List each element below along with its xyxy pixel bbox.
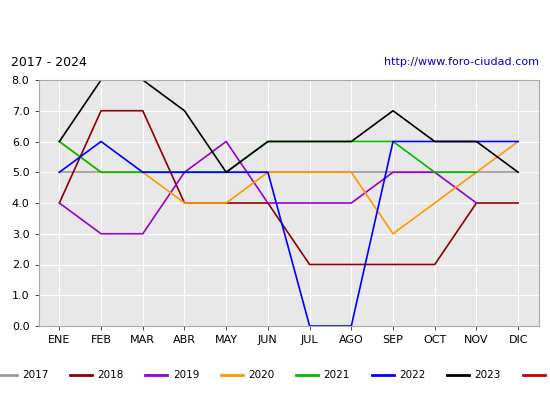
Text: 2018: 2018 [97, 370, 124, 380]
Text: 2021: 2021 [324, 370, 350, 380]
Text: 2017: 2017 [22, 370, 48, 380]
Text: http://www.foro-ciudad.com: http://www.foro-ciudad.com [384, 57, 539, 67]
Text: 2020: 2020 [248, 370, 274, 380]
Text: 2019: 2019 [173, 370, 199, 380]
Text: 2022: 2022 [399, 370, 426, 380]
Text: 2023: 2023 [475, 370, 501, 380]
Text: 2017 - 2024: 2017 - 2024 [11, 56, 87, 68]
Text: Evolucion del paro registrado en Valdunquillo: Evolucion del paro registrado en Valdunq… [70, 15, 480, 33]
